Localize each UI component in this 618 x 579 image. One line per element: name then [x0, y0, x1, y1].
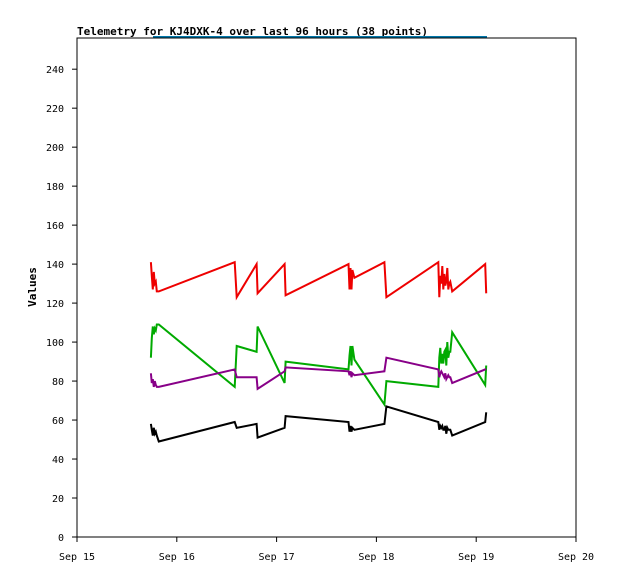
y-tick-label: 20: [52, 494, 64, 505]
y-axis: 0 20 40 60 80 100 120 140 160 180 200 220 240: [46, 65, 77, 544]
y-tick-label: 40: [52, 455, 64, 466]
x-tick-label: Sep 15: [59, 552, 95, 563]
y-tick-label: 220: [46, 104, 64, 115]
x-tick-label: Sep 18: [358, 552, 394, 563]
y-tick-label: 60: [52, 416, 64, 427]
y-tick-label: 100: [46, 338, 64, 349]
y-tick-label: 120: [46, 299, 64, 310]
y-tick-label: 80: [52, 377, 64, 388]
series-line-2: [149, 323, 488, 408]
x-tick-label: Sep 19: [458, 552, 494, 563]
y-tick-label: 180: [46, 182, 64, 193]
series-line-4: [149, 405, 488, 443]
y-tick-label: 140: [46, 260, 64, 271]
series-line-1: [149, 260, 488, 301]
y-axis-label: Values: [26, 267, 39, 307]
chart-title: Telemetry for KJ4DXK-4 over last 96 hour…: [77, 25, 428, 38]
series-line-3: [149, 356, 487, 391]
x-tick-label: Sep 17: [259, 552, 295, 563]
y-tick-label: 200: [46, 143, 64, 154]
x-tick-label: Sep 20: [558, 552, 594, 563]
y-tick-label: 240: [46, 65, 64, 76]
x-tick-label: Sep 16: [159, 552, 195, 563]
series-layer: [149, 260, 488, 443]
y-tick-label: 0: [58, 533, 64, 544]
x-axis: Sep 15 Sep 16 Sep 17 Sep 18 Sep 19 Sep 20: [59, 537, 594, 563]
y-tick-label: 160: [46, 221, 64, 232]
plot-frame: [76, 37, 577, 538]
